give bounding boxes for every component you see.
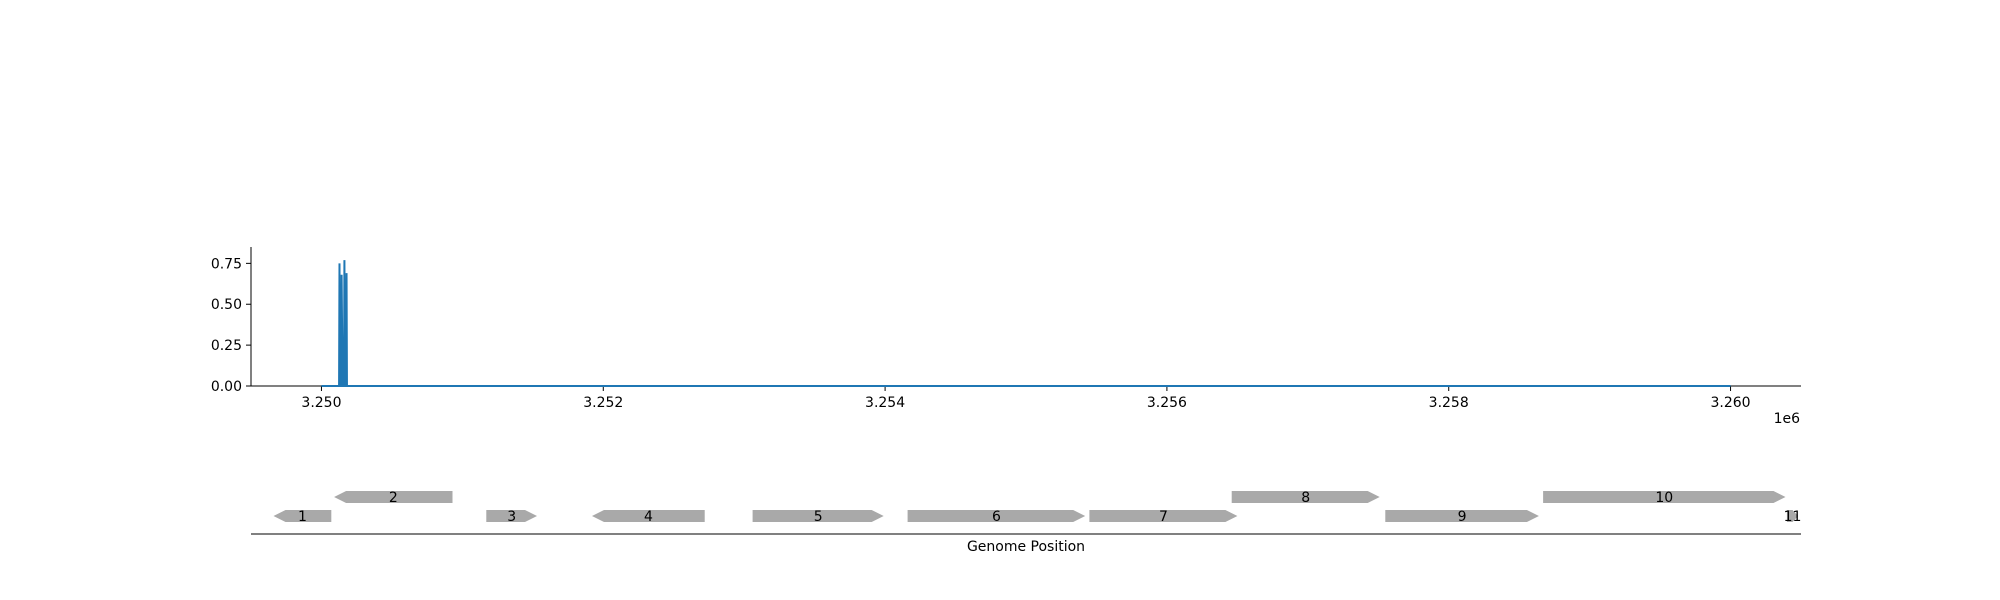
gene-label-9: 9 bbox=[1458, 509, 1467, 525]
x-tick-label: 3.260 bbox=[1710, 395, 1750, 411]
gene-label-6: 6 bbox=[992, 509, 1001, 525]
gene-arrow-3 bbox=[486, 510, 537, 522]
gene-label-11: 11 bbox=[1784, 509, 1802, 525]
gene-label-4: 4 bbox=[644, 509, 653, 525]
x-offset-label: 1e6 bbox=[1774, 411, 1801, 427]
x-tick-label: 3.252 bbox=[583, 395, 623, 411]
x-tick-label: 3.256 bbox=[1147, 395, 1187, 411]
gene-arrow-2 bbox=[334, 491, 453, 503]
gene-label-10: 10 bbox=[1655, 490, 1673, 506]
gene-label-3: 3 bbox=[507, 509, 516, 525]
gene-arrow-10 bbox=[1543, 491, 1786, 503]
gene-track: 1 2 3 4 5 6 7 8 9 10 11 Genome Position bbox=[251, 490, 1801, 555]
y-tick-label: 0.25 bbox=[211, 338, 242, 354]
coverage-line bbox=[321, 260, 1731, 387]
y-ticks: 0.00 0.25 0.50 0.75 bbox=[211, 256, 251, 395]
gene-track-xlabel: Genome Position bbox=[967, 539, 1085, 555]
gene-arrow-9 bbox=[1385, 510, 1539, 522]
x-ticks: 3.250 3.252 3.254 3.256 3.258 3.260 bbox=[301, 386, 1751, 411]
genes: 1 2 3 4 5 6 7 8 9 10 11 bbox=[273, 490, 1802, 525]
gene-label-5: 5 bbox=[814, 509, 823, 525]
y-tick-label: 0.75 bbox=[211, 256, 242, 272]
y-tick-label: 0.00 bbox=[211, 379, 242, 395]
gene-arrow-4 bbox=[592, 510, 705, 522]
x-tick-label: 3.250 bbox=[301, 395, 341, 411]
x-tick-label: 3.254 bbox=[865, 395, 905, 411]
gene-arrow-1 bbox=[273, 510, 332, 522]
gene-arrow-11 bbox=[1786, 510, 1799, 522]
x-tick-label: 3.258 bbox=[1429, 395, 1469, 411]
gene-arrow-8 bbox=[1231, 491, 1380, 503]
gene-arrow-7 bbox=[1089, 510, 1238, 522]
gene-label-2: 2 bbox=[389, 490, 398, 506]
gene-label-1: 1 bbox=[298, 509, 307, 525]
gene-arrow-5 bbox=[752, 510, 884, 522]
coverage-plot: 0.000.250.500.75 3.250 3.252 3.254 3.256 3.2… bbox=[211, 247, 1801, 427]
y-tick-label: 0.50 bbox=[211, 297, 242, 313]
gene-arrow-6 bbox=[907, 510, 1086, 522]
gene-label-7: 7 bbox=[1159, 509, 1168, 525]
gene-label-8: 8 bbox=[1301, 490, 1310, 506]
